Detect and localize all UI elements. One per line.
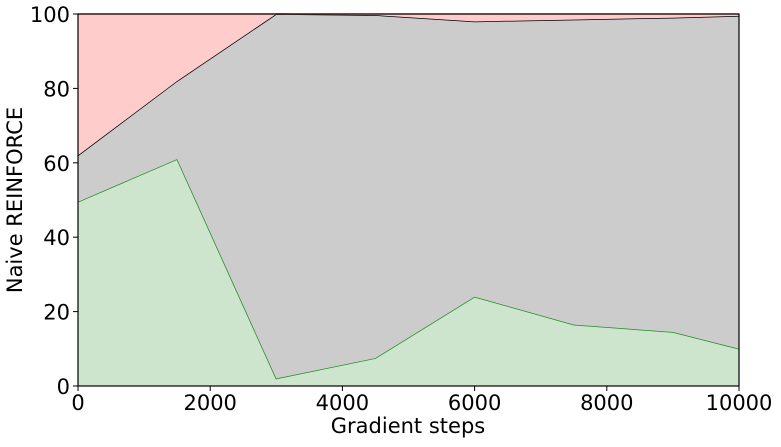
plot-frame [77,13,740,387]
x-tick-label: 10000 [706,391,773,415]
y-tick-label: 100 [30,3,70,27]
x-tick-label: 6000 [448,391,501,415]
x-tick-label: 4000 [316,391,369,415]
y-tick-label: 0 [57,375,70,399]
y-axis-label: Naive REINFORCE [3,107,27,293]
y-tick-label: 40 [43,226,70,250]
y-tick-label: 60 [43,152,70,176]
area-edge [77,13,740,156]
x-axis-label: Gradient steps [331,414,485,438]
x-tick-label: 8000 [580,391,633,415]
area [78,14,739,379]
area [78,159,739,386]
area [78,14,739,156]
y-tick-label: 80 [43,77,70,101]
x-tick-label: 2000 [183,391,236,415]
y-tick-label: 20 [43,301,70,325]
x-tick-label: 0 [71,391,84,415]
